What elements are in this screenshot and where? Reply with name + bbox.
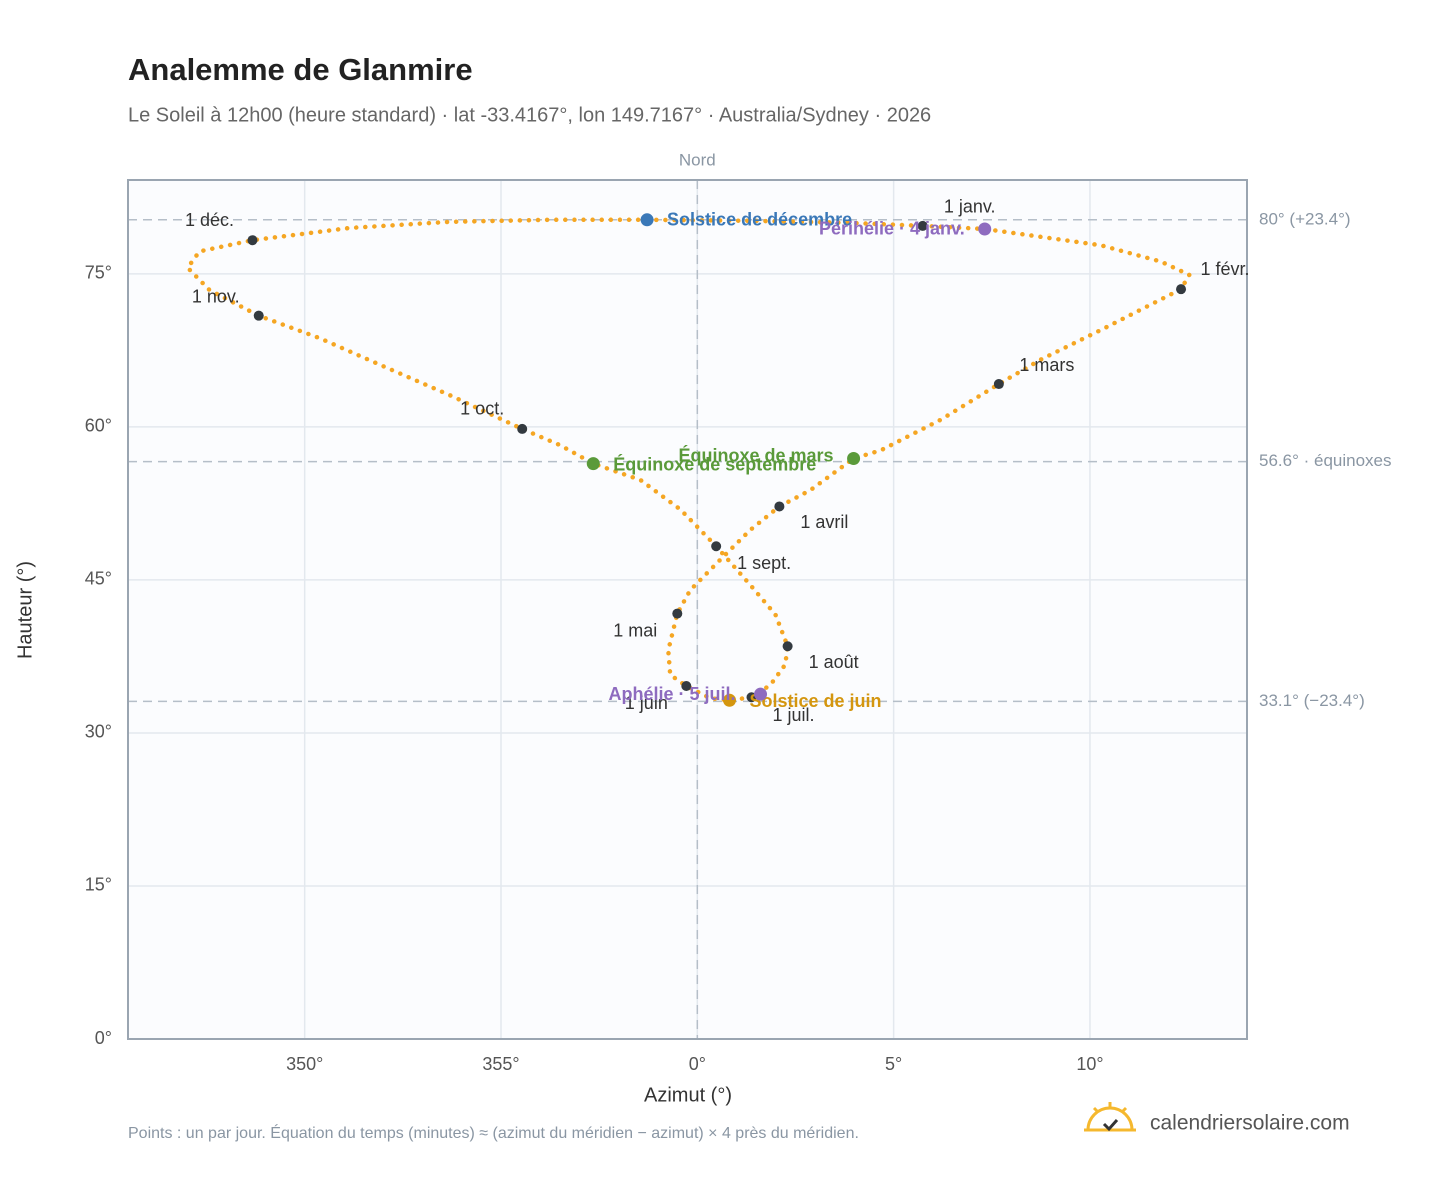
analemma-curve — [184, 217, 1193, 703]
event-label: Équinoxe de mars — [679, 444, 834, 465]
x-tick-label: 0° — [689, 1054, 706, 1074]
y-tick-label: 0° — [95, 1028, 112, 1048]
brand-logo — [1084, 1102, 1136, 1132]
month-label: 1 sept. — [737, 553, 791, 573]
y-tick-label: 30° — [85, 722, 112, 742]
x-tick-label: 5° — [885, 1054, 902, 1074]
event-point — [754, 687, 768, 701]
x-tick-label: 355° — [482, 1054, 519, 1074]
month-point — [253, 310, 264, 321]
month-label: 1 mars — [1019, 355, 1074, 375]
event-label: Solstice de décembre — [667, 210, 852, 230]
event-label: Solstice de juin — [750, 691, 882, 711]
event-point — [847, 452, 861, 466]
month-point — [517, 423, 528, 434]
month-label: 1 avril — [800, 512, 848, 532]
month-point — [746, 692, 757, 703]
month-point — [1176, 284, 1187, 295]
event-point — [640, 213, 654, 227]
meridian-label: Nord — [679, 150, 716, 169]
y-axis-label: Hauteur (°) — [14, 561, 36, 659]
reference-label: 80° (+23.4°) — [1259, 209, 1351, 228]
month-label: 1 janv. — [944, 197, 996, 217]
event-point — [586, 457, 600, 471]
footnote: Points : un par jour. Équation du temps … — [128, 1123, 859, 1142]
month-point — [672, 608, 683, 619]
brand: calendriersolaire.com — [1150, 1112, 1350, 1135]
plot-area — [128, 180, 1247, 1039]
month-point — [782, 641, 793, 652]
x-tick-label: 10° — [1076, 1054, 1103, 1074]
month-point — [247, 235, 258, 246]
event-point — [723, 693, 737, 707]
month-point — [774, 501, 785, 512]
reference-label: 33.1° (−23.4°) — [1259, 691, 1365, 710]
month-point — [711, 541, 722, 552]
month-point — [681, 681, 692, 692]
reference-label: 56.6° · équinoxes — [1259, 451, 1392, 470]
y-tick-label: 15° — [85, 875, 112, 895]
month-point — [917, 220, 928, 231]
month-label: 1 juin — [625, 693, 668, 713]
event-label: Équinoxe de septembre — [613, 453, 816, 474]
chart-subtitle: Le Soleil à 12h00 (heure standard) · lat… — [128, 104, 931, 126]
month-point — [993, 379, 1004, 390]
plot-frame — [127, 179, 1248, 1040]
event-label: Aphélie · 5 juil. — [608, 684, 735, 704]
month-label: 1 févr. — [1201, 259, 1250, 279]
month-label: 1 mai — [613, 620, 657, 640]
event-label: Périhélie · 4 janv. — [819, 219, 965, 239]
month-label: 1 déc. — [185, 210, 234, 230]
month-label: 1 juil. — [772, 705, 814, 725]
month-label: 1 août — [809, 652, 859, 672]
event-point — [978, 222, 992, 236]
y-tick-label: 75° — [85, 263, 112, 283]
y-tick-label: 60° — [85, 416, 112, 436]
x-axis-label: Azimut (°) — [644, 1084, 732, 1106]
month-label: 1 oct. — [460, 399, 504, 419]
month-label: 1 nov. — [192, 286, 240, 306]
x-tick-label: 350° — [286, 1054, 323, 1074]
chart-title: Analemme de Glanmire — [128, 52, 473, 87]
y-tick-label: 45° — [85, 569, 112, 589]
